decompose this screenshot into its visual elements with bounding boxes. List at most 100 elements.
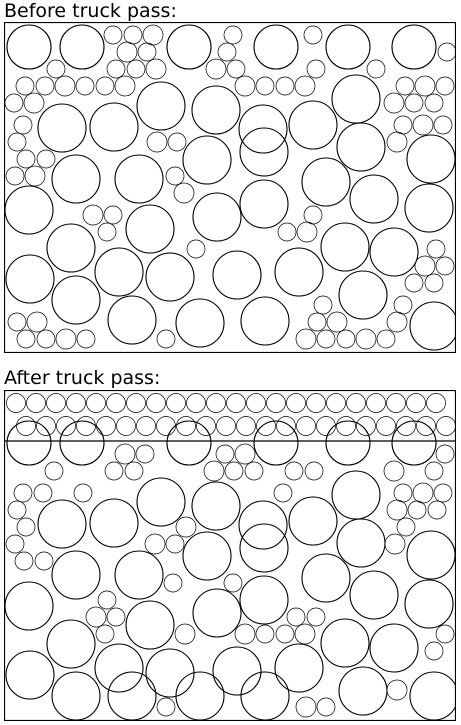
small-particle: [424, 93, 444, 113]
small-particle: [175, 516, 197, 538]
large-stone: [253, 420, 299, 466]
settled-small-particle: [86, 393, 106, 413]
large-stone: [338, 666, 388, 716]
small-particle: [137, 42, 157, 62]
small-particle: [124, 461, 144, 481]
small-particle: [106, 607, 126, 627]
large-stone: [238, 104, 288, 154]
large-stone: [125, 204, 175, 254]
large-stone: [136, 81, 186, 131]
small-particle: [15, 76, 35, 96]
settled-small-particle: [336, 416, 356, 436]
large-stone: [51, 671, 101, 721]
large-stone: [175, 671, 225, 721]
small-particle: [163, 573, 183, 593]
large-stone: [6, 24, 52, 70]
large-stone: [301, 157, 351, 207]
small-particle: [186, 239, 206, 259]
small-particle: [23, 92, 45, 114]
small-particle: [165, 166, 185, 186]
large-stone: [6, 420, 52, 466]
large-stone: [349, 174, 399, 224]
small-particle: [234, 623, 256, 645]
large-stone: [37, 499, 87, 549]
small-particle: [316, 697, 336, 717]
small-particle: [404, 273, 424, 293]
small-particle: [414, 75, 436, 97]
small-particle: [395, 76, 415, 96]
large-stone: [94, 643, 144, 693]
small-particle: [95, 624, 115, 644]
large-stone: [5, 650, 55, 700]
settled-small-particle: [346, 393, 366, 413]
large-stone: [239, 179, 289, 229]
settled-small-particle: [196, 416, 216, 436]
settled-small-particle: [376, 416, 396, 436]
small-particle: [295, 328, 317, 350]
small-particle: [73, 483, 93, 503]
settled-small-particle: [386, 393, 406, 413]
small-particle: [426, 239, 446, 259]
small-particle: [44, 461, 64, 481]
large-stone: [4, 581, 54, 631]
large-stone: [182, 135, 232, 185]
large-stone: [369, 227, 419, 277]
settled-small-particle: [186, 393, 206, 413]
settled-small-particle: [406, 393, 426, 413]
large-stone: [212, 646, 262, 696]
small-particle: [146, 131, 168, 153]
small-particle: [306, 607, 326, 627]
small-particle: [224, 461, 244, 481]
small-particle: [135, 444, 155, 464]
small-particle: [205, 58, 227, 80]
settled-small-particle: [416, 416, 436, 436]
small-particle: [284, 461, 304, 481]
small-particle: [383, 460, 405, 482]
small-particle: [435, 76, 455, 96]
after-panel: [4, 390, 456, 721]
small-particle: [355, 328, 377, 350]
small-particle: [234, 443, 256, 465]
large-stone: [391, 24, 437, 70]
small-particle: [95, 76, 115, 96]
after-caption: After truck pass:: [4, 367, 161, 389]
settled-small-particle: [236, 416, 256, 436]
settled-small-particle: [286, 393, 306, 413]
large-stone: [145, 252, 195, 302]
small-particle: [46, 59, 66, 79]
small-particle: [75, 76, 95, 96]
small-particle: [173, 182, 195, 204]
small-particle: [286, 607, 306, 627]
large-stone: [338, 270, 388, 320]
large-stone: [114, 154, 164, 204]
large-stone: [239, 523, 289, 573]
large-stone: [239, 575, 289, 625]
small-particle: [167, 132, 187, 152]
large-stone: [320, 222, 370, 272]
small-particle: [386, 131, 408, 153]
large-stone: [325, 420, 371, 466]
small-particle: [307, 312, 327, 332]
small-particle: [217, 42, 237, 62]
large-stone: [191, 481, 241, 531]
small-particle: [16, 329, 36, 349]
large-stone: [4, 185, 54, 235]
small-particle: [106, 59, 126, 79]
settled-small-particle: [176, 416, 196, 436]
small-particle: [7, 132, 27, 152]
small-particle: [7, 312, 27, 332]
settled-small-particle: [166, 393, 186, 413]
settled-small-particle: [126, 393, 146, 413]
large-stone: [175, 298, 225, 348]
small-particle: [424, 641, 444, 661]
large-stone: [238, 500, 288, 550]
small-particle: [437, 42, 456, 62]
large-stone: [409, 301, 456, 351]
settled-small-particle: [326, 393, 346, 413]
small-particle: [383, 92, 405, 114]
large-stone: [46, 619, 96, 669]
settled-small-particle: [316, 416, 336, 436]
large-stone: [192, 192, 242, 242]
small-particle: [156, 329, 176, 349]
settled-small-particle: [256, 416, 276, 436]
